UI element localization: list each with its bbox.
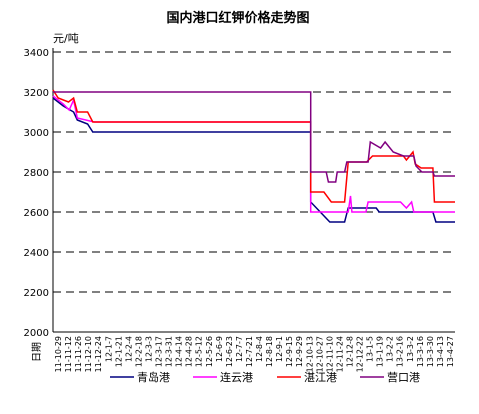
x-tick-label: 12-9-29 bbox=[295, 336, 304, 367]
x-tick-label: 12-1-7 bbox=[104, 336, 113, 362]
x-tick-label: 12-9-1 bbox=[275, 336, 284, 362]
x-tick-label: 12-10-27 bbox=[315, 336, 324, 372]
x-tick-label: 11-10-29 bbox=[54, 336, 63, 372]
legend: 青岛港 连云港 湛江港 营口港 bbox=[110, 370, 420, 384]
x-tick-label: 12-6-9 bbox=[215, 336, 224, 362]
x-tick-label: 13-2-2 bbox=[386, 336, 395, 362]
y-tick-labels: 2000 2200 2400 2600 2800 3000 3200 3400 bbox=[24, 48, 49, 339]
x-axis-label: 日期 bbox=[31, 342, 43, 362]
x-tick-label: 13-3-2 bbox=[406, 336, 415, 362]
x-tick-label: 12-2-18 bbox=[134, 336, 143, 367]
series-line-3 bbox=[53, 91, 455, 183]
x-tick-label: 13-2-16 bbox=[396, 336, 405, 367]
x-tick-label: 12-1-21 bbox=[114, 336, 123, 367]
x-tick-label: 12-11-24 bbox=[335, 336, 344, 372]
x-tick-label: 11-12-10 bbox=[84, 336, 93, 372]
x-tick-label: 12-8-18 bbox=[265, 336, 274, 367]
x-tick-label: 12-3-17 bbox=[155, 336, 164, 367]
x-tick-label: 12-8-4 bbox=[255, 336, 264, 362]
series-line-0 bbox=[52, 97, 455, 223]
x-tick-label: 11-11-26 bbox=[74, 336, 83, 372]
x-tick-label: 12-4-28 bbox=[185, 336, 194, 367]
series-line-2 bbox=[52, 89, 455, 203]
y-tick-label: 2200 bbox=[24, 288, 49, 299]
x-tick-label: 12-10-13 bbox=[305, 336, 314, 372]
y-axis-unit: 元/吨 bbox=[53, 32, 79, 45]
y-tick-label: 3200 bbox=[24, 88, 49, 99]
x-tick-label: 12-7-7 bbox=[235, 336, 244, 362]
x-tick-label: 13-3-16 bbox=[416, 336, 425, 367]
x-tick-label: 13-1-5 bbox=[366, 336, 375, 362]
x-tick-label: 12-6-23 bbox=[225, 336, 234, 367]
x-tick-label: 12-12-8 bbox=[346, 336, 355, 367]
legend-label: 连云港 bbox=[220, 371, 253, 384]
x-tick-label: 13-3-30 bbox=[426, 336, 435, 367]
x-tick-label: 12-7-21 bbox=[245, 336, 254, 367]
y-tick-label: 2600 bbox=[24, 208, 49, 219]
x-tick-label: 12-11-10 bbox=[325, 336, 334, 372]
legend-label: 湛江港 bbox=[304, 371, 337, 384]
x-tick-label: 11-12-24 bbox=[94, 336, 103, 372]
x-tick-label: 12-5-26 bbox=[205, 336, 214, 367]
legend-label: 青岛港 bbox=[137, 370, 170, 384]
x-tick-label: 11-11-12 bbox=[64, 336, 73, 372]
series-line-1 bbox=[52, 95, 455, 213]
chart-title: 国内港口红钾价格走势图 bbox=[166, 10, 309, 26]
grid-lines bbox=[53, 51, 455, 293]
x-tick-label: 13-4-27 bbox=[446, 336, 455, 367]
y-tick-label: 2000 bbox=[24, 328, 49, 339]
legend-label: 营口港 bbox=[387, 370, 420, 384]
x-tick-label: 13-4-13 bbox=[436, 336, 445, 367]
x-tick-label: 12-5-12 bbox=[195, 336, 204, 367]
x-tick-label: 12-3-3 bbox=[145, 336, 154, 362]
x-tick-label: 12-2-4 bbox=[124, 336, 133, 362]
y-tick-label: 3000 bbox=[24, 128, 49, 139]
y-tick-label: 2800 bbox=[24, 168, 49, 179]
y-tick-label: 2400 bbox=[24, 248, 49, 259]
y-tick-label: 3400 bbox=[24, 48, 49, 59]
x-tick-label: 12-12-22 bbox=[356, 336, 365, 372]
x-tick-label: 12-4-14 bbox=[175, 336, 184, 367]
series-lines bbox=[52, 89, 455, 223]
x-tick-label: 12-9-15 bbox=[285, 336, 294, 367]
x-tick-label: 13-1-19 bbox=[376, 336, 385, 367]
x-tick-labels: 11-10-29 11-11-12 11-11-26 11-12-10 11-12-24… bbox=[54, 336, 455, 372]
x-tick-label: 12-3-31 bbox=[165, 336, 174, 367]
